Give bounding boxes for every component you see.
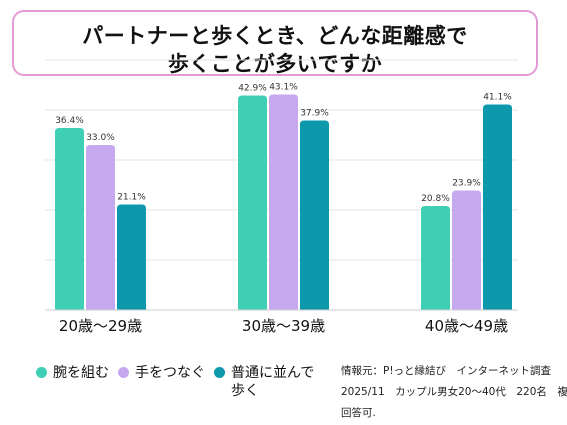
bar <box>86 145 115 310</box>
category-label: 40歳〜49歳 <box>425 317 508 335</box>
bar <box>452 190 481 310</box>
data-label: 43.1% <box>269 83 298 93</box>
bar <box>483 104 512 310</box>
legend-swatch-hands <box>118 367 129 378</box>
bar <box>421 206 450 310</box>
legend-label-side-by-side-line2: 歩く <box>231 383 259 399</box>
legend-swatch-side-by-side <box>214 367 225 378</box>
source-line-3: 回答可. <box>341 407 376 419</box>
source-line-1: 情報元：P!っと縁結び インターネット調査 <box>341 365 552 377</box>
chart-title-line-2: 歩くことが多いですか <box>167 52 383 76</box>
legend-label-side-by-side: 普通に並んで 歩く <box>231 364 314 400</box>
legend-swatch-arm <box>36 367 47 378</box>
legend-label-side-by-side-line1: 普通に並んで <box>231 365 315 381</box>
source-note: 情報元：P!っと縁結び インターネット調査 2025/11 カップル男女20〜4… <box>341 361 567 424</box>
chart-title-line-1: パートナーと歩くとき、どんな距離感で <box>82 24 468 48</box>
data-label: 23.9% <box>452 179 481 189</box>
bar <box>269 94 298 310</box>
category-label: 20歳〜29歳 <box>59 317 142 335</box>
legend-label-arm: 腕を組む <box>53 365 109 381</box>
bar <box>300 120 329 310</box>
data-label: 37.9% <box>300 109 329 119</box>
data-label: 41.1% <box>483 93 512 103</box>
bar <box>238 95 267 310</box>
category-label: 30歳〜39歳 <box>242 317 325 335</box>
legend-label-hands: 手をつなぐ <box>135 365 205 381</box>
data-label: 36.4% <box>55 116 84 126</box>
data-label: 21.1% <box>117 193 146 203</box>
source-line-2: 2025/11 カップル男女20〜40代 220名 複数 <box>341 386 567 398</box>
bar <box>55 128 84 310</box>
data-label: 42.9% <box>238 84 267 94</box>
data-label: 20.8% <box>421 194 450 204</box>
data-label: 33.0% <box>86 133 115 143</box>
title-box: パートナーと歩くとき、どんな距離感で 歩くことが多いですか <box>12 10 538 76</box>
bar <box>117 204 146 310</box>
